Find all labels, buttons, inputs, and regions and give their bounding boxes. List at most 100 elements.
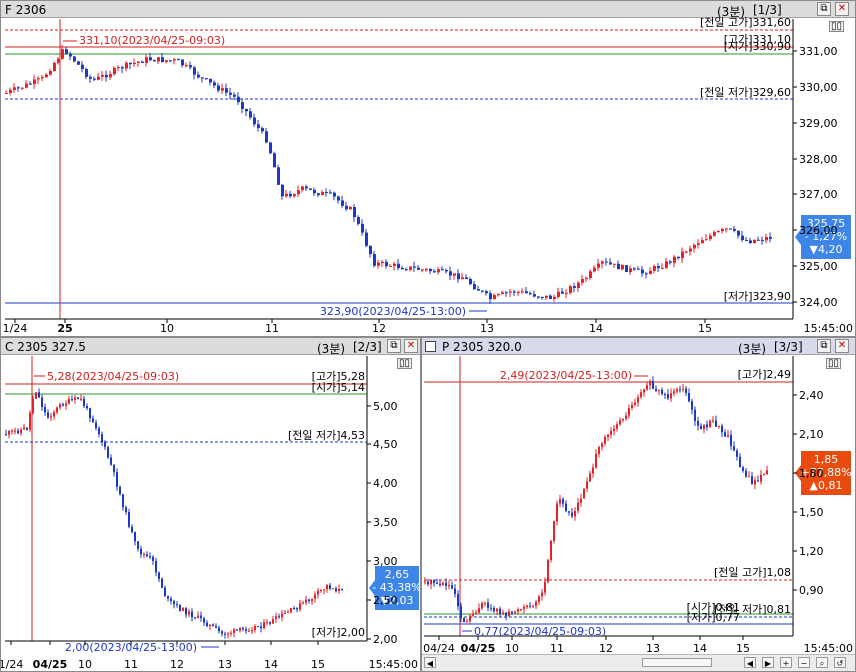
interval-label: (3분) [717,5,746,19]
candle [609,262,612,265]
chart-scrollbar[interactable]: ◀ ◀ ▶ + − ⌕ ↺ [422,654,855,671]
candle [665,261,668,268]
candle [149,556,151,558]
candle [739,456,741,468]
candle [59,404,61,408]
zoom-out-icon[interactable]: − [798,657,810,668]
candle [425,269,428,271]
panel-titlebar[interactable]: P 2305 320.0 (3분) [3/3] ⧉ ✕ [422,338,855,356]
candle [717,231,720,233]
candle [35,392,37,399]
arrow-left-icon[interactable]: ◀ [744,657,756,668]
panel-toggle-icon[interactable]: ▯▯ [829,21,845,32]
candle [305,186,308,189]
candle [129,62,132,65]
candle [449,271,452,276]
restore-icon[interactable]: ⧉ [817,2,831,16]
candle [167,596,169,599]
interval-label: (3분) [317,342,346,356]
x-tick-label: 25 [57,322,72,335]
prev-low-label: [전일 저가]4,53 [288,428,365,442]
close-icon[interactable]: ✕ [404,339,418,353]
candle [317,590,319,595]
candle [589,271,592,278]
search-icon[interactable]: ⌕ [816,657,828,668]
arrow-left-icon[interactable]: ◀ [424,657,436,668]
panel-toggle-icon[interactable]: ▯▯ [397,358,413,369]
candle [152,556,154,561]
candle [53,412,55,417]
price-chart[interactable]: [고가]5,28[시가]5,14 [전일 저가]4,53 [저가]2,00 5,28(… [1,338,421,672]
candle [565,503,567,512]
candle [17,87,20,89]
candle [117,67,120,69]
candle [409,266,412,270]
price-chart[interactable]: [전일 고가]331,60 [고가]331,10[시가]330,90 [전일 저가]… [1,1,856,337]
scrollbar-thumb[interactable] [642,658,712,667]
x-tick-label: 11 [550,642,564,655]
candle [179,604,181,611]
current-price: 1,85 [814,453,839,466]
candle [137,61,140,63]
candle [565,292,568,294]
zoom-in-icon[interactable]: + [780,657,792,668]
page-indicator: [2/3] [353,340,382,354]
current-price-box [795,451,851,495]
candle [212,624,214,627]
panel-titlebar[interactable]: F 2306 (3분) [1/3] ⧉ ✕ [1,1,855,19]
candle [297,190,300,195]
arrow-right-icon[interactable]: ▶ [762,657,774,668]
chart-panel-futures: F 2306 (3분) [1/3] ⧉ ✕ ▯▯ [전일 고가]331,60 [고… [0,0,856,337]
candle [475,612,477,615]
panel-select-checkbox[interactable] [425,341,436,352]
candle [553,296,556,299]
candle [329,585,331,589]
candle [101,74,104,77]
close-icon[interactable]: ✕ [835,339,849,353]
candle [317,193,320,196]
candle [730,435,732,447]
candle [481,603,483,609]
y-tick-label: 2,00 [373,633,398,646]
candle [263,622,265,629]
candle [341,588,343,590]
candle [245,629,247,632]
candle [329,192,332,194]
candle [706,424,708,428]
candle [209,78,212,83]
candle [577,282,580,288]
x-tick-label: 14 [693,642,707,655]
candle [533,294,536,297]
candle [116,472,118,487]
candle [107,447,109,458]
candle [643,389,645,393]
low-label: [저가]323,90 [724,290,791,303]
x-tick-label: 1/24 [1,658,23,671]
y-tick-label: 324,00 [799,296,838,309]
price-chart[interactable]: [고가]2,49 [전일 고가]1,08 [시가]0,81[전일 저가]0,81[저… [422,338,856,672]
candle [209,624,211,626]
candle [685,251,688,253]
y-tick-label: 1,80 [799,467,824,480]
candle [605,261,608,263]
panel-toggle-icon[interactable]: ▯▯ [826,358,842,369]
candle [290,607,292,613]
candle [281,613,283,618]
candle [281,184,284,197]
candle [189,65,192,68]
close-icon[interactable]: ✕ [835,2,849,16]
reset-icon[interactable]: ↺ [834,657,846,668]
candle [158,572,160,579]
candle [170,598,172,602]
candle [257,124,260,129]
candle [485,291,488,294]
candle [433,271,436,273]
restore-icon[interactable]: ⧉ [817,339,831,353]
candle [397,263,400,268]
x-tick-label: 13 [218,658,232,671]
panel-titlebar[interactable]: C 2305 327.5 (3분) [2/3] ⧉ ✕ [1,338,420,356]
restore-icon[interactable]: ⧉ [387,339,401,353]
candle [445,582,447,587]
x-tick-label: 12 [599,642,613,655]
candle [26,427,28,430]
